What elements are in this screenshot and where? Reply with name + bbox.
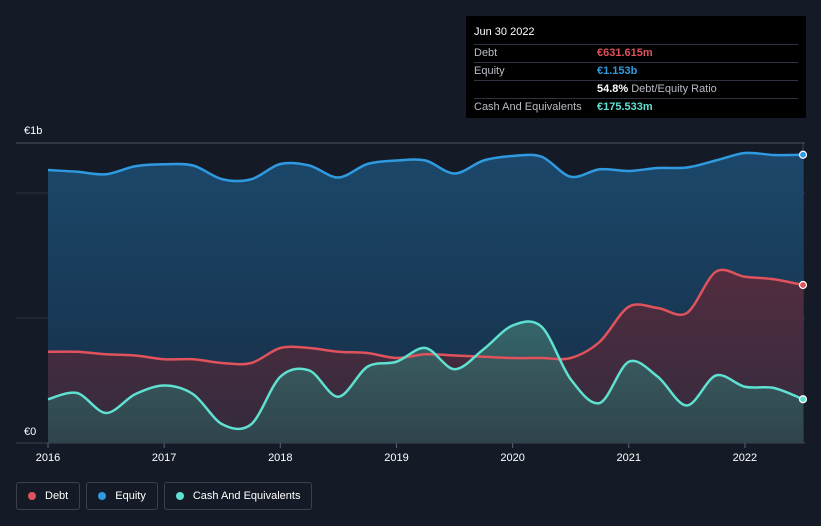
legend-item-debt[interactable]: Debt: [16, 482, 81, 510]
dot-layer: [798, 150, 808, 404]
endpoint-cash-and-equivalents: [798, 395, 808, 404]
x-tick-label: 2020: [500, 452, 524, 464]
area-cash-and-equivalents: [48, 321, 803, 443]
tooltip-key: Equity: [474, 65, 505, 77]
tooltip-value: 54.8%: [597, 83, 629, 95]
x-tick-label: 2021: [617, 452, 641, 464]
x-tick-label: 2016: [36, 452, 60, 464]
y-axis-label-bottom: €0: [24, 426, 36, 438]
tooltip-panel: Jun 30 2022 Debt €631.615m Equity €1.153…: [466, 16, 806, 118]
axis-layer: €1b €0 2016 2017 2018 2019 2020 2021 2022: [16, 125, 805, 464]
line-equity: [47, 151, 804, 183]
legend-dot-icon: [98, 492, 107, 500]
endpoint-equity: [798, 150, 808, 159]
tooltip-row-debt: Debt €631.615m: [474, 44, 798, 62]
x-tick-label: 2017: [152, 452, 176, 464]
legend-dot-icon: [175, 492, 184, 500]
tooltip-date: Jun 30 2022: [474, 26, 535, 38]
area-layer: [48, 152, 803, 443]
legend-dot-icon: [28, 492, 36, 500]
tooltip-row-equity: Equity €1.153b: [474, 62, 798, 80]
tooltip-key: [474, 81, 597, 98]
tooltip-value: €1.153b: [597, 65, 638, 77]
tooltip-value: €175.533m: [597, 101, 653, 113]
legend-item-cash[interactable]: Cash And Equivalents: [163, 482, 313, 510]
legend: Debt Equity Cash And Equivalents: [16, 482, 313, 510]
tooltip-row-cash: Cash And Equivalents €175.533m: [474, 98, 798, 116]
tooltip-suffix: Debt/Equity Ratio: [631, 83, 717, 95]
line-debt: [47, 268, 804, 366]
legend-item-equity[interactable]: Equity: [86, 482, 158, 510]
tooltip-row-ratio: 54.8% Debt/Equity Ratio: [474, 80, 798, 98]
x-tick-label: 2022: [733, 452, 757, 464]
y-axis-label-top: €1b: [24, 125, 42, 137]
line-cash-and-equivalents: [47, 320, 804, 431]
legend-label: Cash And Equivalents: [192, 490, 301, 502]
tooltip-value: €631.615m: [597, 47, 653, 59]
legend-label: Debt: [45, 490, 69, 502]
x-tick-label: 2018: [268, 452, 292, 464]
endpoint-debt: [798, 280, 808, 290]
x-tick-label: 2019: [384, 452, 408, 464]
line-layer: [47, 151, 804, 431]
legend-label: Equity: [115, 490, 146, 502]
tooltip-key: Cash And Equivalents: [474, 101, 582, 113]
tooltip-key: Debt: [474, 47, 498, 59]
